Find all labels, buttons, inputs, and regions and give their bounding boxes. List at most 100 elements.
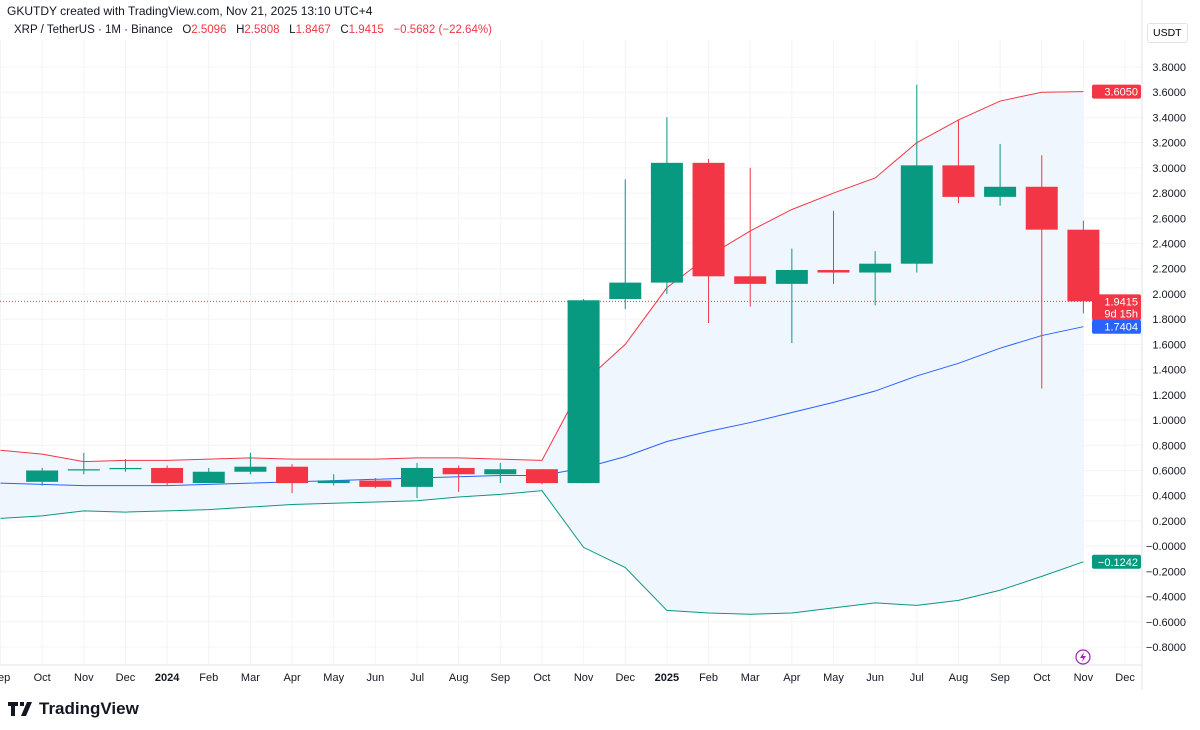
candle-body [609, 282, 642, 299]
candle[interactable] [151, 465, 184, 486]
y-tick-label: 3.4000 [1152, 112, 1186, 124]
candle[interactable] [900, 84, 933, 273]
candle-body [276, 466, 309, 484]
low-label: L [289, 24, 296, 36]
x-tick-label: Nov [574, 672, 594, 684]
plot-area [0, 40, 1142, 665]
candle[interactable] [775, 248, 808, 344]
candle[interactable] [484, 462, 517, 484]
candle-body [26, 470, 59, 482]
symbol-name[interactable]: XRP / TetherUS · 1M · Binance [14, 24, 173, 36]
low-value: 1.8467 [295, 24, 331, 36]
x-tick-label: Feb [699, 672, 718, 684]
candle[interactable] [67, 452, 100, 475]
currency-button[interactable]: USDT [1147, 23, 1188, 43]
x-tick-label: 2025 [655, 672, 679, 684]
x-tick-label: Jun [366, 672, 384, 684]
candle[interactable] [401, 462, 433, 499]
x-tick-label: Jun [866, 672, 884, 684]
y-tick-label: −0.6000 [1146, 617, 1186, 629]
x-tick-label: Oct [34, 672, 51, 684]
candle[interactable] [317, 474, 350, 486]
candle-body [234, 466, 267, 472]
price-tag-label: 1.7404 [1104, 322, 1138, 334]
price-tag: −0.1242 [1092, 554, 1141, 569]
x-tick-label: Dec [116, 672, 136, 684]
x-tick-label: Feb [199, 672, 218, 684]
x-tick-label: 2024 [155, 672, 180, 684]
x-tick-label: Aug [449, 672, 469, 684]
candle[interactable] [692, 159, 725, 323]
candle-body [317, 480, 350, 484]
candle[interactable] [859, 251, 892, 306]
candle[interactable] [442, 465, 475, 492]
tradingview-logo[interactable]: TradingView [8, 699, 139, 719]
candle-body [567, 300, 600, 484]
candle-body [359, 480, 392, 487]
y-tick-label: 0.2000 [1152, 516, 1186, 528]
x-tick-label: Nov [74, 672, 94, 684]
candle-body [401, 467, 433, 487]
candle[interactable] [26, 467, 59, 486]
candle[interactable] [1067, 220, 1100, 314]
x-tick-label: Oct [533, 672, 550, 684]
candle[interactable] [192, 467, 225, 484]
candle-body [942, 165, 975, 197]
candle[interactable] [359, 478, 392, 489]
candle[interactable] [817, 210, 850, 284]
candle[interactable] [1025, 155, 1058, 389]
candle-body [775, 270, 808, 284]
y-tick-label: 1.4000 [1152, 365, 1186, 377]
x-tick-label: Sep [491, 672, 511, 684]
candle-body [525, 469, 558, 484]
y-tick-label: 1.0000 [1152, 415, 1186, 427]
y-tick-label: −0.0000 [1146, 541, 1186, 553]
countdown-label: 9d 15h [1104, 308, 1138, 320]
candle-body [650, 162, 683, 283]
candle[interactable] [234, 452, 267, 475]
y-tick-label: −0.8000 [1146, 642, 1186, 654]
candle[interactable] [109, 459, 142, 472]
candle[interactable] [567, 299, 600, 484]
candle-body [67, 469, 100, 471]
change-value: −0.5682 (−22.64%) [393, 24, 492, 36]
candle-body [1025, 186, 1058, 230]
lightning-icon[interactable] [1075, 649, 1091, 665]
candle-body [692, 162, 725, 277]
tradingview-logo-icon [8, 702, 32, 716]
candle[interactable] [942, 119, 975, 204]
open-value: 2.5096 [191, 24, 227, 36]
x-tick-label: Oct [1033, 672, 1050, 684]
price-tag-label: 3.6050 [1104, 87, 1138, 99]
price-tag-label: −0.1242 [1098, 557, 1138, 569]
candle[interactable] [734, 167, 767, 307]
candle-body [900, 165, 933, 264]
lower-band-line [0, 490, 1084, 615]
y-tick-label: 0.8000 [1152, 440, 1186, 452]
close-value: 1.9415 [348, 24, 384, 36]
candle[interactable] [650, 117, 683, 294]
candle[interactable] [984, 143, 1017, 206]
x-tick-label: May [823, 672, 844, 684]
y-tick-label: 0.6000 [1152, 465, 1186, 477]
x-tick-label: Apr [783, 672, 800, 684]
y-tick-label: 3.2000 [1152, 138, 1186, 150]
x-tick-label: Mar [741, 672, 760, 684]
candle-body [734, 276, 767, 284]
x-tick-label: May [323, 672, 344, 684]
y-tick-label: −0.4000 [1146, 592, 1186, 604]
candle[interactable] [609, 179, 642, 310]
x-tick-label: Jul [910, 672, 924, 684]
chart-credit: GKUTDY created with TradingView.com, Nov… [7, 4, 373, 18]
upper-band-line [0, 91, 1084, 463]
price-tag: 1.7404 [1092, 319, 1141, 334]
x-tick-label: Apr [283, 672, 300, 684]
x-tick-label: Sep [990, 672, 1010, 684]
y-tick-label: 2.0000 [1152, 289, 1186, 301]
y-tick-label: −0.2000 [1146, 566, 1186, 578]
candle[interactable] [276, 464, 309, 494]
x-tick-label: Mar [241, 672, 260, 684]
candle-body [484, 469, 517, 475]
candle[interactable] [525, 469, 558, 485]
